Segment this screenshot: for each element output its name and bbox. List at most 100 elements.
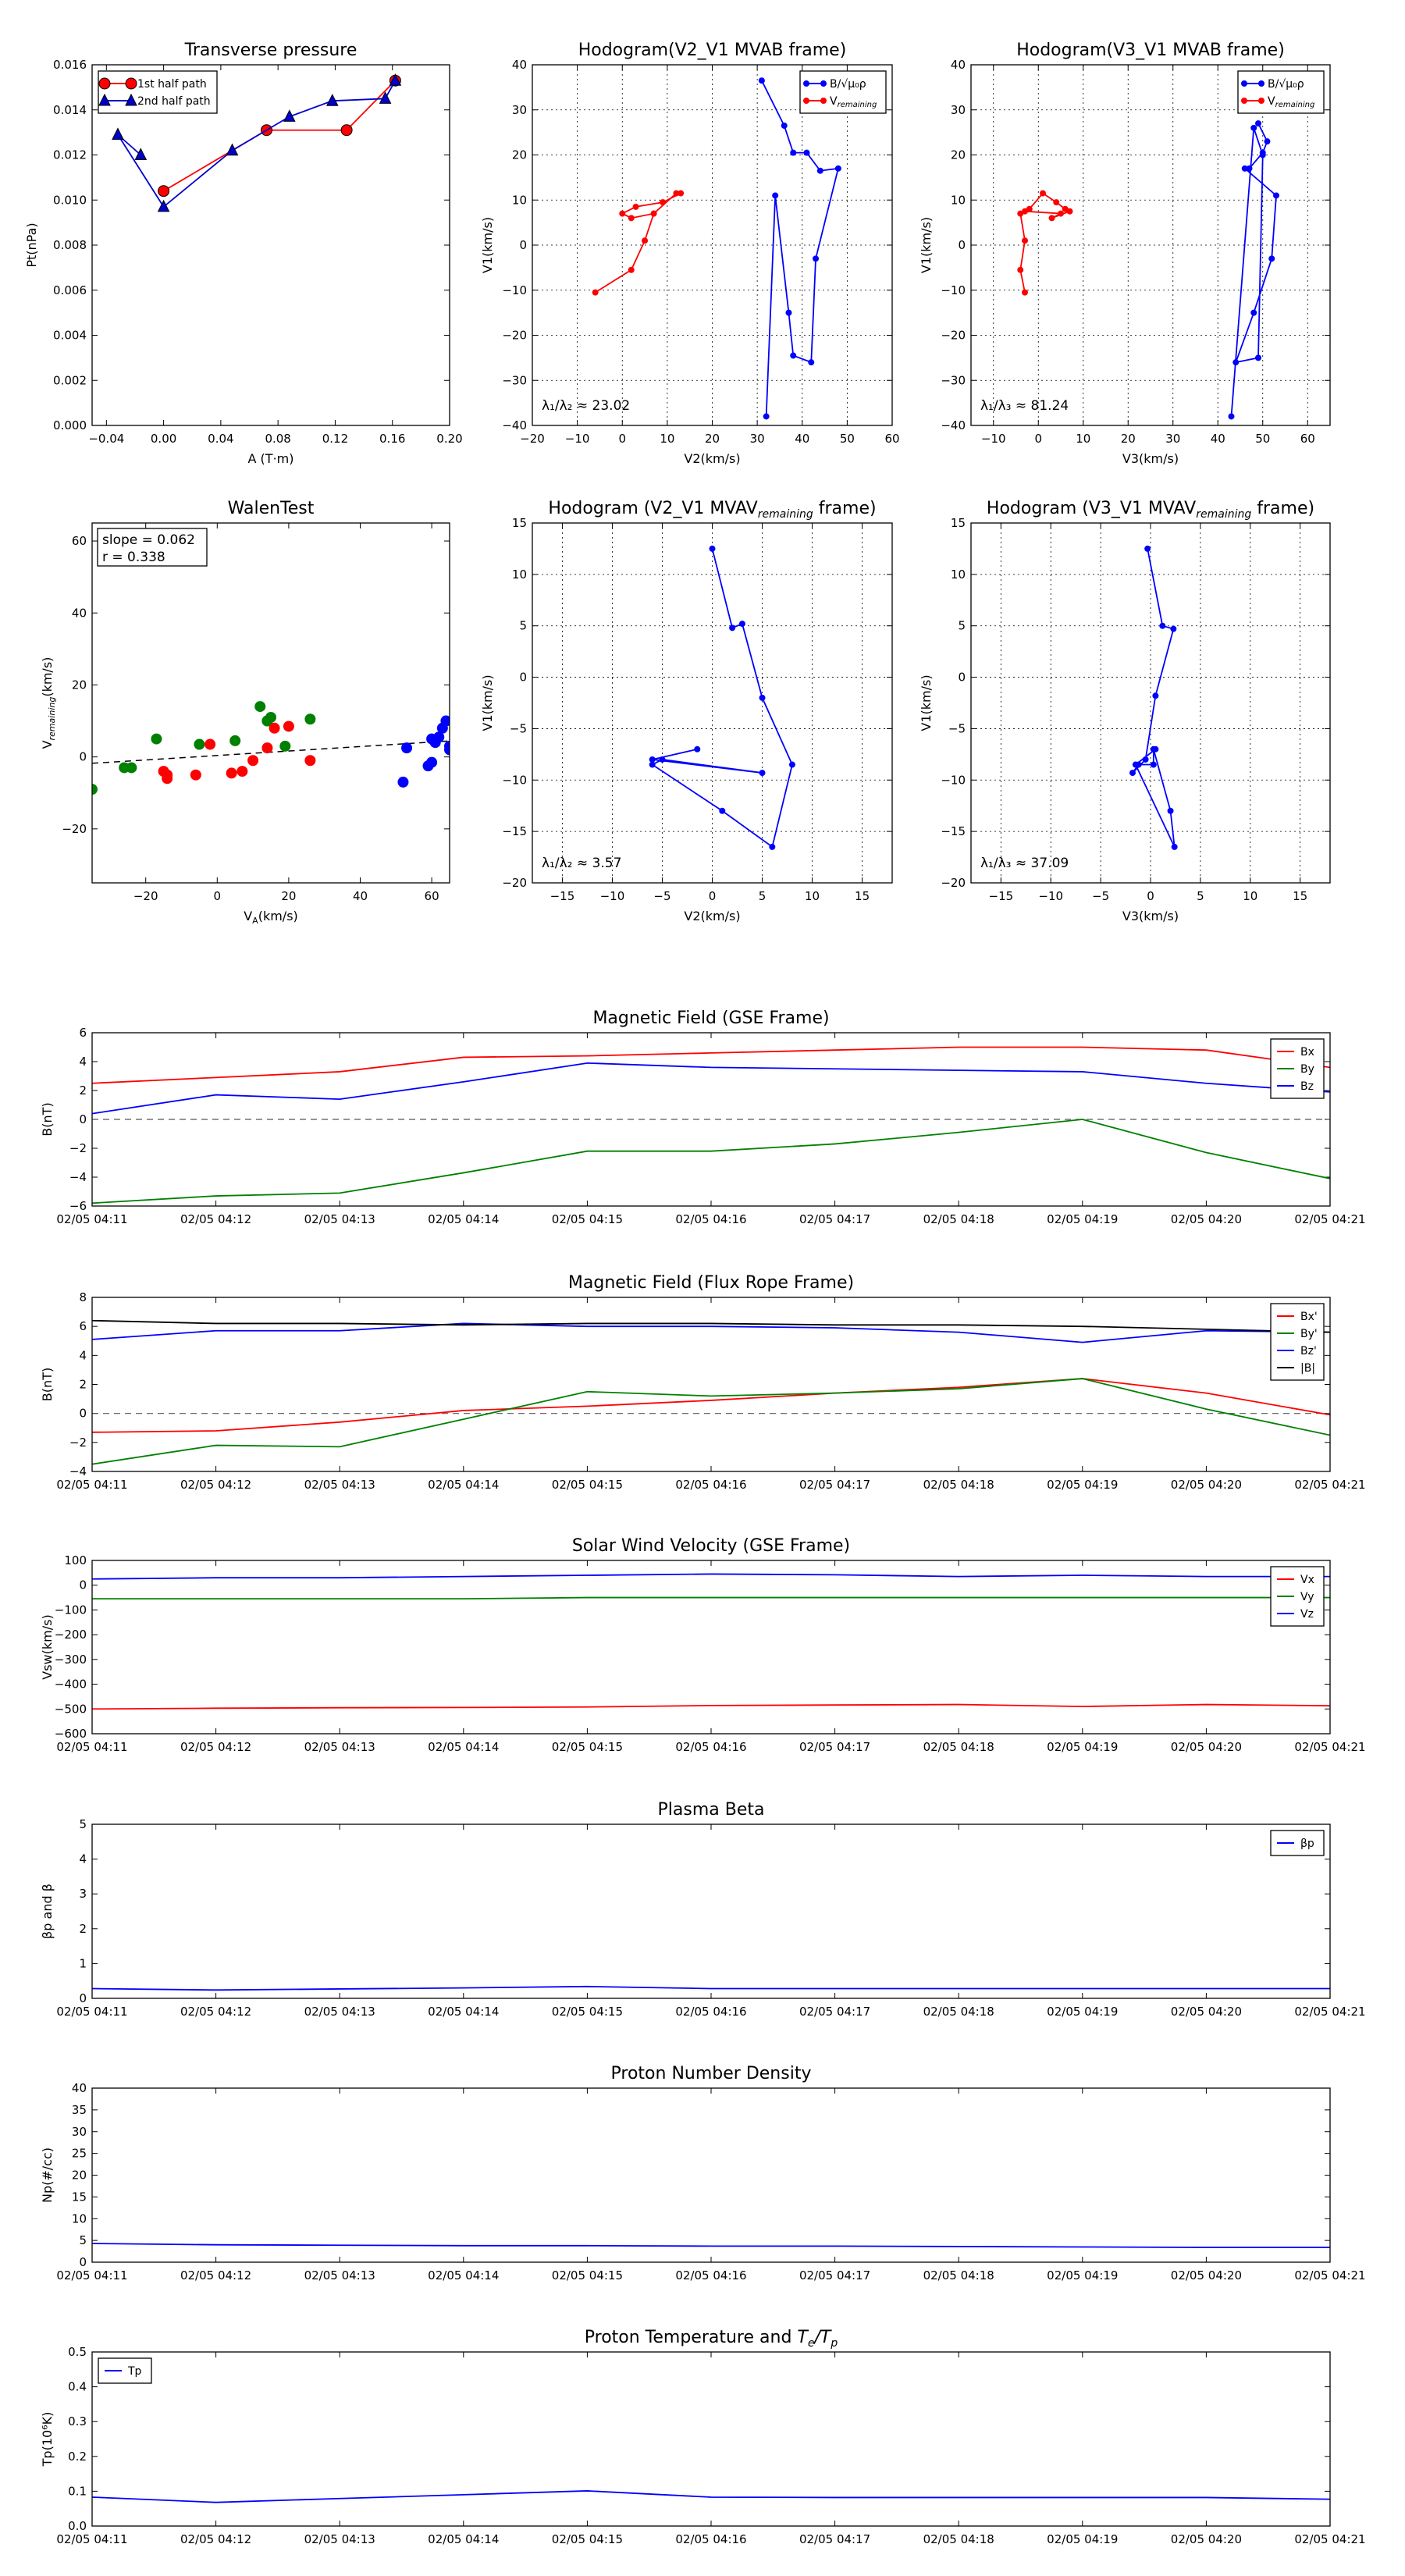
data-point <box>808 359 815 366</box>
data-point <box>719 807 726 814</box>
x-tick-label: −10 <box>1038 889 1063 903</box>
data-point <box>444 744 450 756</box>
y-tick-label: 0.3 <box>68 2414 87 2428</box>
y-tick-label: −6 <box>69 1199 87 1213</box>
legend: B/√μ₀ρ Vremaining <box>799 70 887 114</box>
data-point <box>283 109 296 122</box>
y-tick-label: 0 <box>79 750 87 764</box>
x-tick-label: −10 <box>600 889 625 903</box>
chart-title: Magnetic Field (Flux Rope Frame) <box>568 1273 854 1293</box>
y-tick-label: −200 <box>55 1628 87 1642</box>
y-tick-label: 10 <box>512 568 527 582</box>
y-axis-label: Np(#/cc) <box>40 2147 55 2203</box>
plot-frame <box>91 64 450 426</box>
x-tick-label: 0 <box>1034 432 1042 446</box>
x-tick-label: 02/05 04:18 <box>923 2268 994 2282</box>
legend: Vx Vy Vz <box>1270 1566 1325 1627</box>
h1-chart: −20 −10 0 10 20 30 40 50 60 −40 −30 −20 −10 0 10 20 30 40… <box>480 41 900 466</box>
data-point <box>194 738 205 750</box>
np-chart: 02/05 04:11 02/05 04:12 02/05 04:13 02/05 0… <box>40 2064 1366 2282</box>
y-tick-label: −15 <box>502 824 527 838</box>
y-tick-label: 1 <box>79 1956 87 1970</box>
plot-frame <box>91 522 450 884</box>
x-tick-label: 02/05 04:21 <box>1294 1478 1365 1492</box>
plot-content <box>1017 120 1279 420</box>
y-tick-label: 8 <box>79 1290 87 1304</box>
x-tick-label: 02/05 04:13 <box>304 1478 375 1492</box>
legend: Tp <box>98 2357 152 2384</box>
y-tick-label: 4 <box>79 1055 87 1069</box>
x-tick-label: 02/05 04:21 <box>1294 2532 1365 2546</box>
y-tick-label: 40 <box>512 58 527 72</box>
y-tick-label: 0 <box>519 238 527 252</box>
data-point <box>440 715 450 727</box>
x-tick-label: 20 <box>1121 432 1136 446</box>
data-point <box>813 255 820 262</box>
data-point <box>226 767 237 779</box>
y-tick-label: 25 <box>72 2147 87 2161</box>
series-line <box>163 80 397 192</box>
data-point <box>1017 266 1024 273</box>
data-point <box>1250 309 1257 316</box>
x-tick-label: 02/05 04:11 <box>56 1740 127 1754</box>
x-tick-label: 02/05 04:18 <box>923 1212 994 1226</box>
y-tick-label: −400 <box>55 1678 87 1692</box>
y-tick-label: 0.016 <box>53 58 87 72</box>
y-tick-label: −20 <box>502 876 527 890</box>
x-tick-label: 5 <box>1197 889 1204 903</box>
x-tick-label: 02/05 04:16 <box>675 2532 746 2546</box>
y-tick-label: −20 <box>502 329 527 343</box>
legend-box <box>1270 1830 1325 1856</box>
data-point <box>660 199 667 206</box>
y-tick-label: 20 <box>72 2169 87 2183</box>
legend-label: 2nd half path <box>137 95 211 108</box>
chart-title: Plasma Beta <box>658 1800 765 1820</box>
data-point <box>642 237 649 244</box>
bfr-chart: 02/05 04:11 02/05 04:12 02/05 04:13 02/05 0… <box>40 1273 1366 1492</box>
x-tick-label: 10 <box>660 432 674 446</box>
data-point <box>1273 192 1279 199</box>
data-point <box>1255 120 1261 127</box>
legend-box <box>799 70 887 114</box>
data-point <box>803 149 810 156</box>
legend-label: |B| <box>1300 1362 1315 1375</box>
plot-frame <box>91 1032 1331 1207</box>
legend: βp <box>1270 1830 1325 1856</box>
y-tick-label: 2 <box>79 1378 87 1392</box>
x-tick-label: 0.12 <box>322 432 348 446</box>
y-tick-label: 10 <box>951 568 966 582</box>
data-point <box>269 722 280 734</box>
y-tick-label: 4 <box>79 1852 87 1866</box>
y-tick-label: 40 <box>72 606 87 620</box>
x-tick-label: 02/05 04:18 <box>923 1740 994 1754</box>
data-point <box>1144 545 1151 552</box>
y-axis-label: βp and β <box>40 1884 55 1939</box>
y-tick-label: 4 <box>79 1348 87 1362</box>
y-tick-label: 2 <box>79 1083 87 1098</box>
x-tick-label: 02/05 04:16 <box>675 2005 746 2019</box>
y-tick-label: 0.0 <box>68 2519 87 2533</box>
data-point <box>1259 151 1266 158</box>
x-tick-label: 02/05 04:11 <box>56 2532 127 2546</box>
tp-chart: 02/05 04:11 02/05 04:12 02/05 04:13 02/05 0… <box>40 2328 1366 2546</box>
data-point <box>759 770 766 777</box>
y-tick-label: 10 <box>72 2211 87 2226</box>
x-tick-label: −5 <box>1092 889 1109 903</box>
series-line <box>761 80 840 417</box>
h3-chart: −15 −10 −5 0 5 10 15 −20 −15 −10 −5 0 5 10 15 Hodogram … <box>480 499 893 923</box>
y-tick-label: 0 <box>519 671 527 685</box>
x-tick-label: 02/05 04:18 <box>923 1478 994 1492</box>
data-point <box>401 742 413 754</box>
data-point <box>304 713 316 725</box>
y-axis-label: Tp(10⁶K) <box>40 2412 55 2467</box>
y-tick-label: 15 <box>512 516 527 530</box>
data-point <box>769 843 776 850</box>
data-point <box>763 413 770 420</box>
data-point <box>788 761 795 768</box>
plot-content <box>92 1573 1330 1710</box>
x-tick-label: 60 <box>884 432 899 446</box>
plot-frame <box>970 64 1331 426</box>
x-tick-label: 40 <box>795 432 809 446</box>
y-axis-label: Pt(nPa) <box>24 222 39 267</box>
x-tick-label: 02/05 04:12 <box>180 1740 251 1754</box>
